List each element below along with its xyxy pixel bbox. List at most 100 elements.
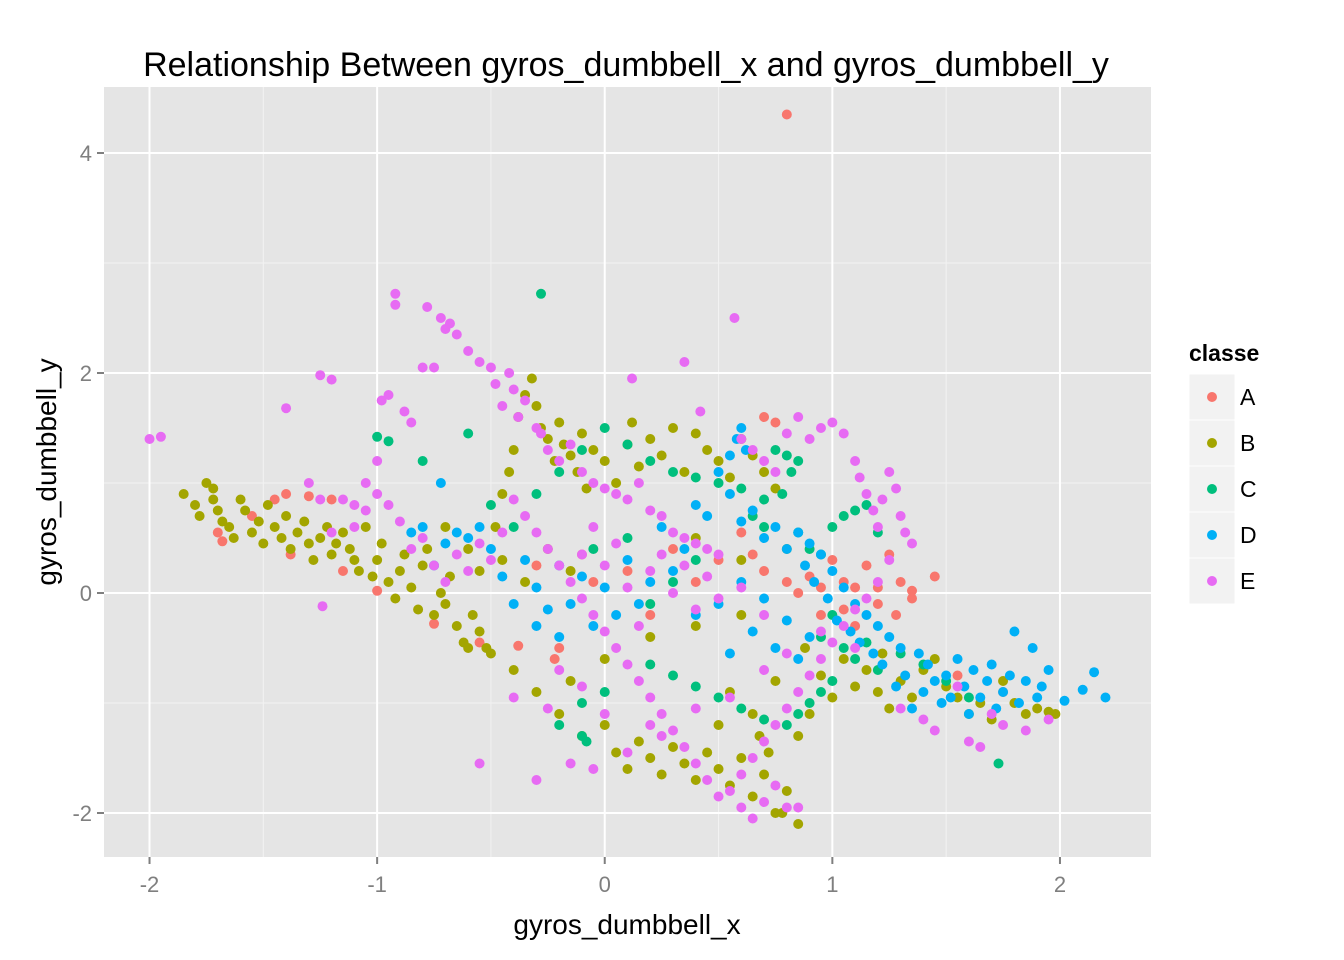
- data-point: [861, 610, 872, 620]
- data-point: [690, 604, 701, 615]
- data-point: [178, 489, 189, 499]
- data-point: [513, 412, 524, 422]
- y-tick-label: 0: [80, 581, 92, 606]
- data-point: [884, 555, 895, 565]
- data-point: [246, 527, 257, 538]
- data-point: [736, 516, 747, 527]
- data-point: [656, 549, 667, 560]
- data-point: [1032, 703, 1043, 714]
- data-point: [281, 511, 292, 521]
- data-point: [429, 618, 440, 629]
- data-point: [406, 527, 417, 538]
- data-point: [1009, 626, 1020, 637]
- data-point: [520, 511, 531, 521]
- data-point: [611, 643, 622, 653]
- data-point: [554, 467, 565, 477]
- data-point: [747, 753, 758, 763]
- data-point: [531, 527, 542, 538]
- axis-ticks: -2 -1 0 1 2 -2 0 2 4: [72, 141, 1066, 897]
- data-point: [690, 538, 701, 549]
- data-point: [394, 566, 405, 576]
- data-point: [474, 758, 485, 769]
- data-point: [611, 489, 622, 499]
- data-point: [463, 566, 474, 576]
- data-point: [827, 637, 838, 648]
- data-point: [793, 412, 804, 422]
- data-point: [770, 676, 781, 686]
- data-point: [390, 593, 401, 604]
- data-point: [827, 522, 838, 532]
- data-point: [781, 109, 792, 120]
- data-point: [850, 604, 861, 615]
- data-point: [747, 549, 758, 560]
- data-point: [645, 753, 656, 763]
- data-point: [349, 522, 360, 532]
- data-point: [645, 505, 656, 516]
- data-point: [815, 423, 826, 433]
- data-point: [1020, 725, 1031, 736]
- data-point: [429, 610, 440, 620]
- data-point: [1077, 684, 1088, 695]
- data-point: [406, 582, 417, 593]
- data-point: [645, 577, 656, 587]
- data-point: [565, 439, 576, 450]
- data-point: [759, 714, 770, 725]
- data-point: [622, 533, 633, 543]
- data-point: [315, 370, 326, 381]
- data-point: [504, 368, 515, 378]
- data-point: [850, 643, 861, 653]
- data-point: [508, 692, 519, 703]
- data-point: [827, 555, 838, 565]
- data-point: [549, 654, 560, 664]
- data-point: [945, 692, 956, 703]
- data-point: [968, 665, 979, 675]
- data-point: [508, 599, 519, 609]
- data-point: [668, 566, 679, 576]
- data-point: [998, 676, 1009, 686]
- data-point: [702, 445, 713, 455]
- data-point: [588, 610, 599, 620]
- data-point: [713, 692, 724, 703]
- data-point: [918, 687, 929, 697]
- data-point: [633, 478, 644, 488]
- data-point: [747, 505, 758, 516]
- legend-label: A: [1240, 384, 1256, 410]
- data-point: [383, 390, 394, 400]
- data-point: [900, 670, 911, 681]
- data-point: [337, 566, 348, 576]
- data-point: [724, 786, 735, 796]
- data-point: [877, 648, 888, 659]
- data-point: [463, 346, 474, 356]
- data-point: [508, 494, 519, 505]
- data-point: [759, 797, 770, 807]
- data-point: [417, 362, 428, 373]
- data-point: [850, 582, 861, 593]
- series-a: [212, 109, 1009, 697]
- data-point: [554, 632, 565, 642]
- data-point: [645, 456, 656, 466]
- data-point: [1050, 709, 1061, 719]
- data-point: [891, 681, 902, 692]
- data-point: [474, 637, 485, 648]
- data-point: [656, 450, 667, 461]
- data-point: [781, 720, 792, 730]
- data-point: [349, 500, 360, 510]
- data-point: [565, 599, 576, 609]
- data-point: [713, 549, 724, 560]
- data-point: [668, 725, 679, 736]
- data-point: [724, 450, 735, 461]
- data-point: [588, 445, 599, 455]
- data-point: [770, 467, 781, 477]
- data-point: [599, 654, 610, 664]
- data-point: [576, 593, 587, 604]
- data-point: [372, 555, 383, 565]
- data-point: [690, 472, 701, 483]
- data-point: [895, 703, 906, 714]
- data-point: [907, 692, 918, 703]
- data-point: [895, 511, 906, 521]
- data-point: [827, 692, 838, 703]
- data-point: [262, 500, 273, 510]
- data-point: [520, 577, 531, 587]
- data-point: [399, 406, 410, 417]
- data-point: [497, 571, 508, 582]
